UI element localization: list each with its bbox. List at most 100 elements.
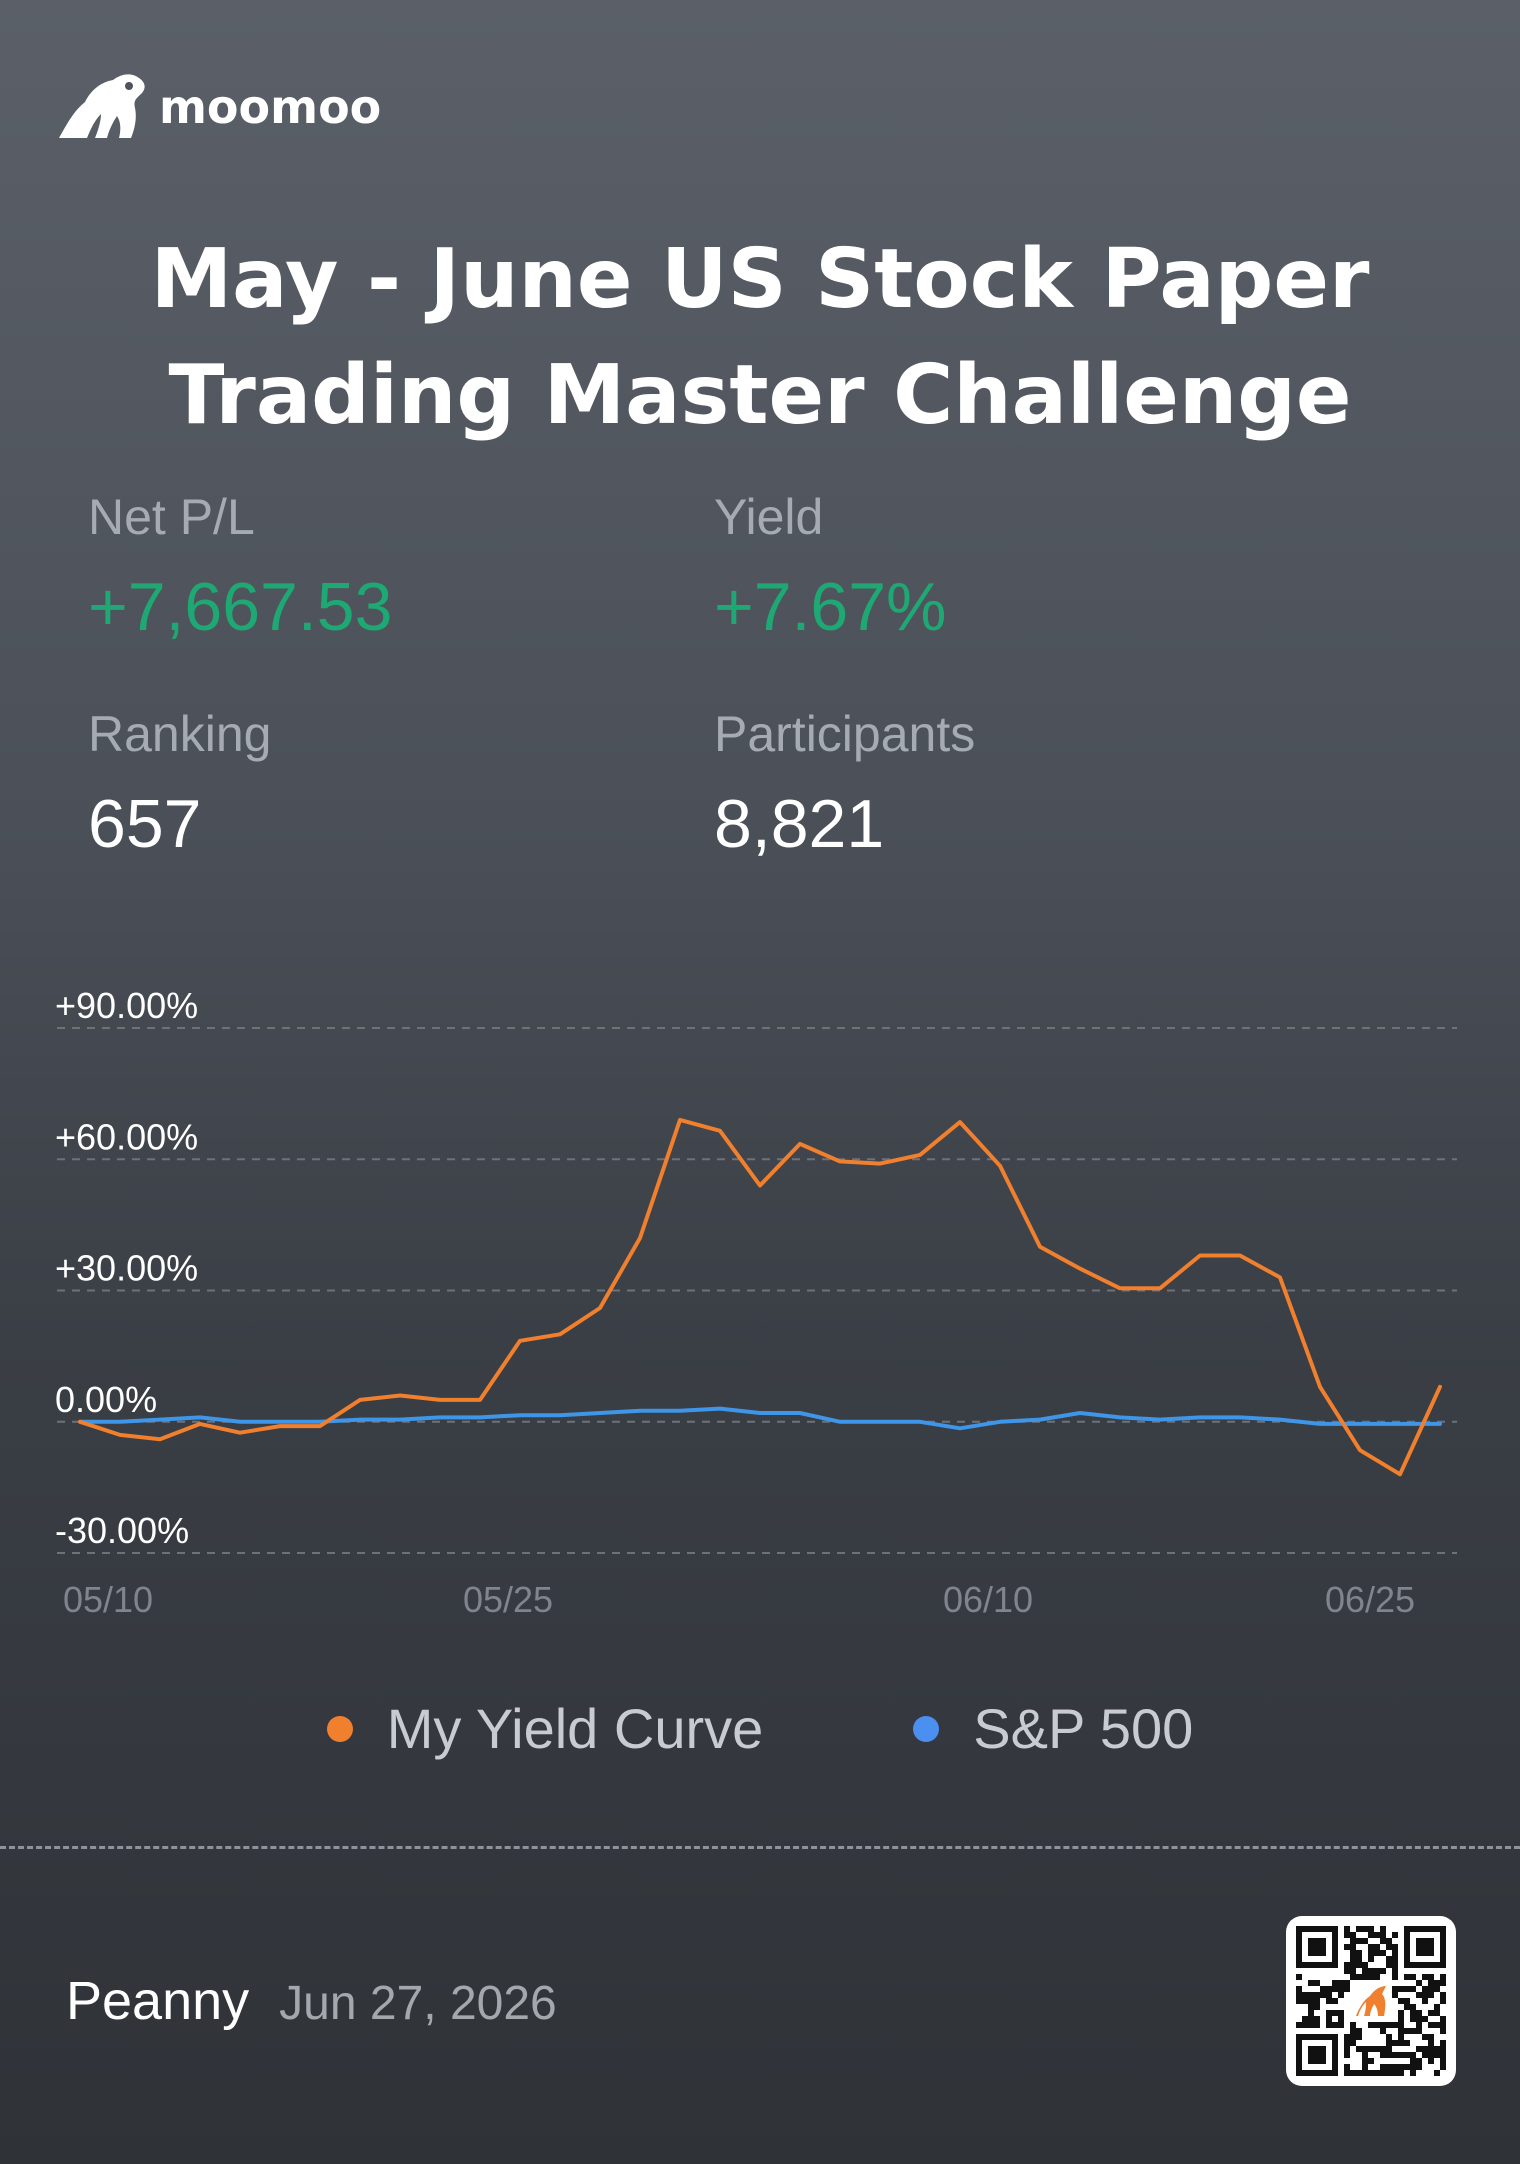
- qr-module: [1344, 1926, 1350, 1932]
- qr-module: [1440, 2016, 1446, 2022]
- qr-module: [1368, 1932, 1374, 1938]
- my-yield-curve-line: [78, 1117, 1442, 1477]
- qr-module: [1386, 2064, 1392, 2070]
- brand-header: moomoo: [55, 72, 381, 142]
- qr-module: [1350, 2022, 1356, 2028]
- qr-module: [1410, 2028, 1416, 2034]
- qr-module: [1422, 1974, 1428, 1980]
- qr-module: [1344, 2052, 1350, 2058]
- qr-module: [1338, 2010, 1344, 2016]
- qr-module: [1398, 2070, 1404, 2076]
- qr-code[interactable]: [1286, 1916, 1456, 2086]
- qr-module: [1398, 2010, 1404, 2016]
- qr-module: [1380, 1968, 1386, 1974]
- qr-module: [1314, 2022, 1320, 2028]
- qr-module: [1368, 2070, 1374, 2076]
- qr-module: [1350, 1938, 1356, 1944]
- qr-module: [1350, 2034, 1356, 2040]
- qr-module: [1398, 2028, 1404, 2034]
- qr-module: [1314, 1998, 1320, 2004]
- qr-module: [1398, 2040, 1404, 2046]
- y-tick-label: +90.00%: [55, 985, 198, 1026]
- qr-module: [1368, 1950, 1374, 1956]
- qr-module: [1392, 1974, 1398, 1980]
- qr-module: [1434, 2046, 1440, 2052]
- qr-module: [1374, 1968, 1380, 1974]
- qr-module: [1398, 2022, 1404, 2028]
- qr-module: [1428, 2058, 1434, 2064]
- qr-module: [1374, 2046, 1380, 2052]
- qr-module: [1296, 1992, 1302, 1998]
- legend-label-my-yield-curve: My Yield Curve: [386, 1697, 764, 1760]
- qr-module: [1410, 2016, 1416, 2022]
- legend-dot-sp500: [913, 1715, 940, 1742]
- qr-module: [1392, 1944, 1398, 1950]
- yield-label: Yield: [714, 489, 824, 545]
- qr-module: [1434, 2010, 1440, 2016]
- qr-module: [1398, 1998, 1404, 2004]
- qr-module: [1308, 2022, 1314, 2028]
- qr-module: [1314, 2004, 1320, 2010]
- qr-module: [1356, 1956, 1362, 1962]
- qr-module: [1404, 2064, 1410, 2070]
- qr-module: [1410, 2064, 1416, 2070]
- qr-module: [1440, 1974, 1446, 1980]
- moomoo-bull-logo-icon: [59, 74, 145, 138]
- qr-module: [1386, 1938, 1392, 1944]
- qr-module: [1410, 2070, 1416, 2076]
- legend-item-my-yield-curve: My Yield Curve: [326, 1696, 764, 1761]
- qr-module: [1332, 1980, 1338, 1986]
- qr-module: [1338, 2016, 1344, 2022]
- qr-module: [1374, 2070, 1380, 2076]
- qr-module: [1410, 1986, 1416, 1992]
- qr-module: [1392, 2022, 1398, 2028]
- qr-module: [1368, 1974, 1374, 1980]
- qr-module: [1374, 1950, 1380, 1956]
- qr-module: [1314, 1992, 1320, 1998]
- qr-module: [1308, 1998, 1314, 2004]
- qr-module: [1302, 2016, 1308, 2022]
- qr-module: [1434, 1986, 1440, 1992]
- qr-module: [1380, 2028, 1386, 2034]
- qr-module: [1428, 2052, 1434, 2058]
- qr-module: [1350, 1950, 1356, 1956]
- qr-module: [1350, 1968, 1356, 1974]
- qr-module: [1326, 1998, 1332, 2004]
- qr-module: [1380, 1938, 1386, 1944]
- qr-module: [1416, 2010, 1422, 2016]
- qr-module: [1410, 1974, 1416, 1980]
- qr-module: [1344, 2070, 1350, 2076]
- qr-module: [1296, 2022, 1302, 2028]
- qr-module: [1386, 2034, 1392, 2040]
- legend-label-sp500: S&P 500: [973, 1697, 1194, 1760]
- qr-module: [1386, 2040, 1392, 2046]
- qr-module: [1314, 1980, 1320, 1986]
- brand-name: moomoo: [159, 80, 382, 134]
- qr-module: [1422, 1986, 1428, 1992]
- qr-module: [1296, 1986, 1302, 1992]
- qr-module: [1362, 2070, 1368, 2076]
- qr-module: [1356, 1926, 1362, 1932]
- qr-module: [1308, 2004, 1314, 2010]
- qr-module: [1392, 1956, 1398, 1962]
- qr-module: [1416, 2064, 1422, 2070]
- qr-module: [1344, 2034, 1350, 2040]
- username: Peanny: [66, 1971, 250, 2031]
- qr-module: [1398, 2064, 1404, 2070]
- qr-module: [1356, 2046, 1362, 2052]
- yield-stat: Yield +7.67%: [714, 488, 947, 646]
- qr-module: [1440, 1998, 1446, 2004]
- qr-module: [1350, 1962, 1356, 1968]
- qr-module: [1368, 2046, 1374, 2052]
- qr-module: [1338, 2022, 1344, 2028]
- x-tick-label: 06/25: [1325, 1579, 1415, 1620]
- dashed-divider: [0, 1846, 1520, 1849]
- qr-module: [1362, 2064, 1368, 2070]
- qr-module: [1368, 1926, 1374, 1932]
- qr-module: [1392, 2040, 1398, 2046]
- qr-module: [1344, 1962, 1350, 1968]
- qr-module: [1422, 1992, 1428, 1998]
- qr-module: [1350, 1956, 1356, 1962]
- qr-module: [1320, 1992, 1326, 1998]
- qr-module: [1416, 2028, 1422, 2034]
